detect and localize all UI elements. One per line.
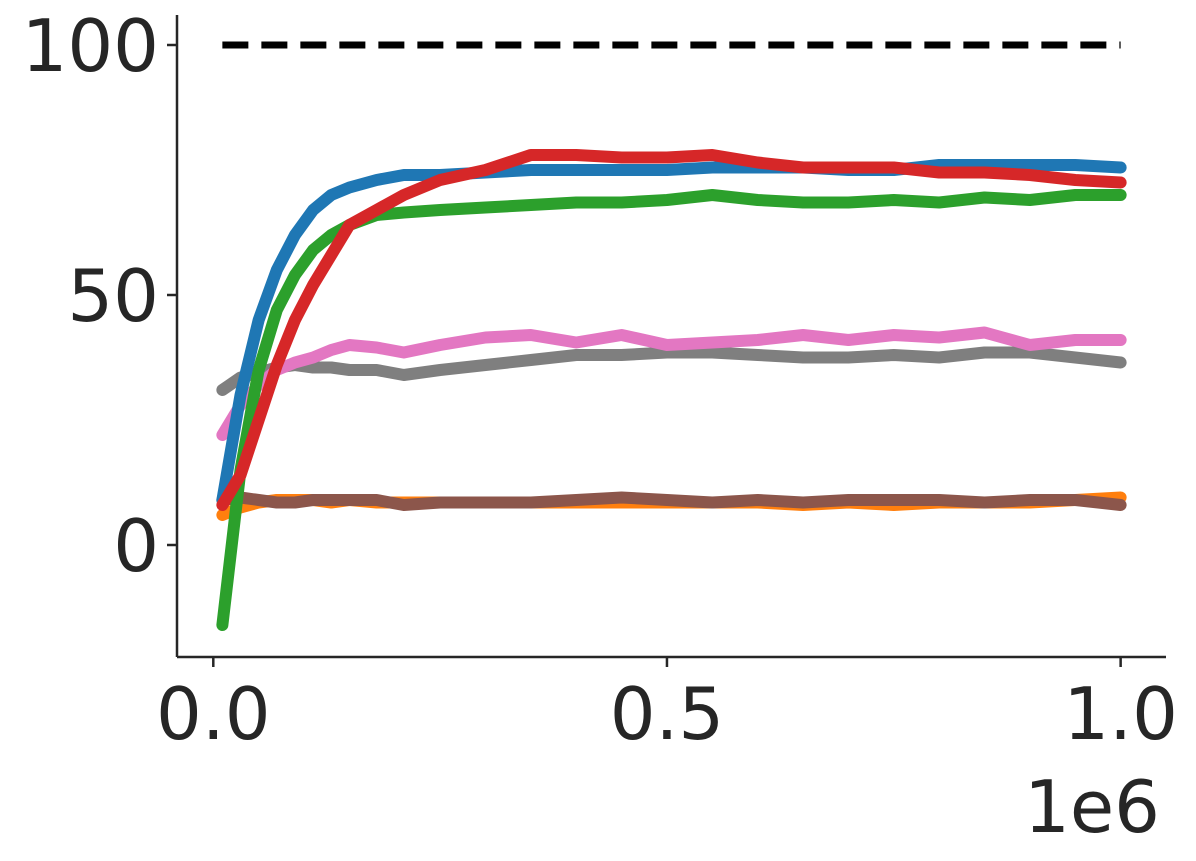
- y-tick-label: 0: [113, 504, 159, 588]
- x-tick-label: 1.0: [1063, 672, 1178, 756]
- x-tick-label: 0.0: [156, 672, 271, 756]
- series-line: [216, 491, 1127, 511]
- y-tick-label: 100: [22, 4, 159, 88]
- x-offset-label: 1e6: [1024, 765, 1160, 849]
- x-tick-label: 0.5: [610, 672, 725, 756]
- series-line: [216, 149, 1127, 511]
- series-line: [216, 326, 1127, 441]
- series-line: [216, 189, 1127, 631]
- y-tick-label: 50: [67, 254, 159, 338]
- series-line: [216, 346, 1127, 396]
